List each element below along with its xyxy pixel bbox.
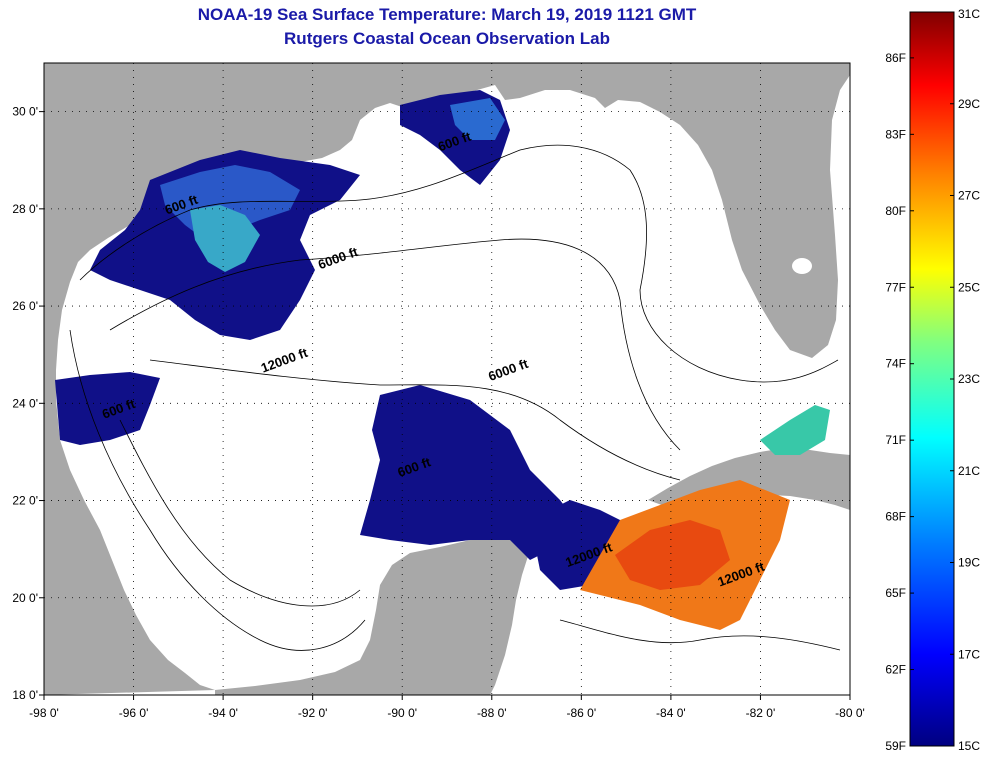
land-us-gulf-coast <box>44 63 850 695</box>
map-title: NOAA-19 Sea Surface Temperature: March 1… <box>197 5 697 24</box>
lon-tick-label: -84 0' <box>656 706 686 720</box>
contour-6000ft-west <box>119 419 361 607</box>
lon-tick-label: -80 0' <box>835 706 865 720</box>
map-subtitle: Rutgers Coastal Ocean Observation Lab <box>284 29 610 48</box>
contour-600ft-west <box>69 329 366 651</box>
depth-contours <box>69 144 841 651</box>
contour-caribbean <box>559 619 841 651</box>
colorbar-f-label: 83F <box>885 127 906 141</box>
lat-tick-label: 22 0' <box>12 494 38 508</box>
colorbar-c-label: 15C <box>958 739 980 753</box>
longitude-labels: -98 0' -96 0' -94 0' -92 0' -90 0' -88 0' -86 … <box>29 706 865 720</box>
sst-patch-caribbean-hot <box>615 520 730 590</box>
sst-patch-yucatan-channel <box>530 500 630 590</box>
colorbar-f-label: 86F <box>885 51 906 65</box>
colorbar-fahrenheit-labels: 86F 83F 80F 77F 74F 71F 68F 65F 62F 59F <box>885 51 914 753</box>
colorbar-c-label: 23C <box>958 372 980 386</box>
lon-tick-label: -88 0' <box>477 706 507 720</box>
lon-tick-label: -98 0' <box>29 706 59 720</box>
colorbar-c-label: 17C <box>958 647 980 661</box>
colorbar-f-label: 74F <box>885 357 906 371</box>
lon-tick-label: -82 0' <box>746 706 776 720</box>
lon-tick-label: -94 0' <box>208 706 238 720</box>
colorbar-c-label: 29C <box>958 97 980 111</box>
lon-tick-label: -92 0' <box>298 706 328 720</box>
map-frame <box>43 62 851 696</box>
lat-tick-label: 26 0' <box>12 299 38 313</box>
colorbar-f-label: 71F <box>885 433 906 447</box>
colorbar-f-label: 80F <box>885 204 906 218</box>
graticule <box>39 63 851 700</box>
lat-tick-label: 18 0' <box>12 688 38 702</box>
lat-tick-label: 20 0' <box>12 591 38 605</box>
colorbar-c-label: 21C <box>958 464 980 478</box>
colorbar-celsius-labels: 31C 29C 27C 25C 23C 21C 19C 17C 15C <box>950 7 980 753</box>
colorbar <box>909 11 955 747</box>
colorbar-c-label: 27C <box>958 189 980 203</box>
colorbar-f-label: 77F <box>885 280 906 294</box>
colorbar-c-label: 31C <box>958 7 980 21</box>
contour-600ft <box>79 144 839 383</box>
colorbar-c-label: 25C <box>958 280 980 294</box>
colorbar-f-label: 65F <box>885 586 906 600</box>
contour-6000ft <box>109 238 681 451</box>
sst-patch-central <box>360 385 575 560</box>
lat-tick-label: 28 0' <box>12 202 38 216</box>
lake-okeechobee <box>792 258 812 274</box>
latitude-labels: 30 0' 28 0' 26 0' 24 0' 22 0' 20 0' 18 0' <box>12 105 38 702</box>
colorbar-c-label: 19C <box>958 556 980 570</box>
sst-patch-north-mid <box>450 98 505 140</box>
lat-tick-label: 30 0' <box>12 105 38 119</box>
colorbar-f-label: 68F <box>885 510 906 524</box>
lon-tick-label: -86 0' <box>567 706 597 720</box>
land-mexico-south <box>215 530 530 695</box>
contour-12000ft <box>149 359 681 481</box>
colorbar-f-label: 62F <box>885 663 906 677</box>
lon-tick-label: -96 0' <box>119 706 149 720</box>
sst-patch-nw-warm <box>190 205 260 272</box>
lon-tick-label: -90 0' <box>387 706 417 720</box>
sst-patch-cuba-north <box>760 405 830 455</box>
colorbar-f-label: 59F <box>885 739 906 753</box>
lat-tick-label: 24 0' <box>12 396 38 410</box>
sst-patch-west <box>55 372 160 445</box>
